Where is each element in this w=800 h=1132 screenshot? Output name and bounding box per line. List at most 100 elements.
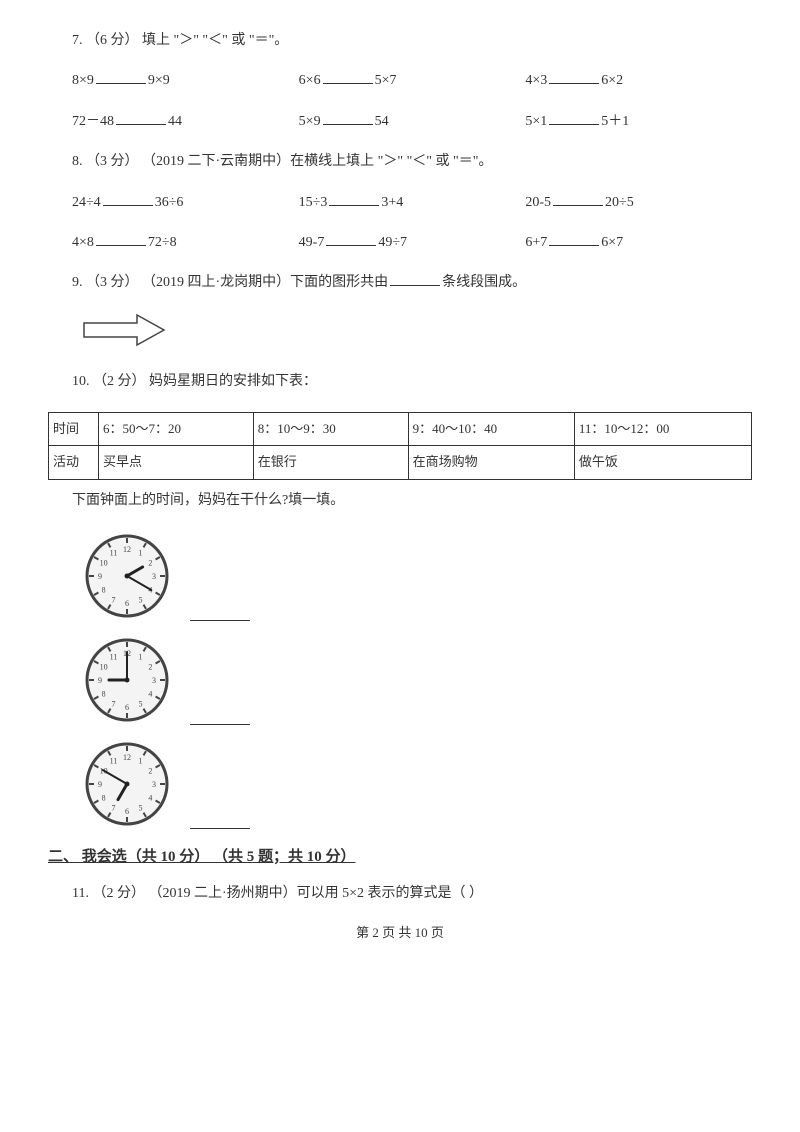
blank <box>96 70 146 84</box>
svg-text:2: 2 <box>148 766 152 775</box>
svg-text:12: 12 <box>123 545 131 554</box>
svg-text:6: 6 <box>125 807 129 816</box>
q7-r2-c: 5×9 <box>299 114 321 129</box>
q9-prompt: 9. （3 分） （2019 四上·龙岗期中）下面的图形共由 条线段围成。 <box>72 272 752 294</box>
svg-text:1: 1 <box>139 756 143 765</box>
q8-r2-f: 6×7 <box>601 235 623 250</box>
schedule-table: 时间 6：50～7：20 8：10～9：30 9：40～10：40 11：10～… <box>48 412 752 481</box>
q8-prompt: 8. （3 分） （2019 二下·云南期中）在横线上填上 "＞" "＜" 或 … <box>72 151 752 173</box>
blank <box>96 232 146 246</box>
svg-text:12: 12 <box>123 753 131 762</box>
svg-text:2: 2 <box>148 558 152 567</box>
svg-text:11: 11 <box>110 548 118 557</box>
cell: 在银行 <box>253 446 408 480</box>
q7-r2-a: 72－48 <box>72 114 114 129</box>
blank <box>326 232 376 246</box>
clock-item: 121234567891011 <box>82 739 752 829</box>
cell: 做午饭 <box>574 446 751 480</box>
q9-a: 9. （3 分） （2019 四上·龙岗期中）下面的图形共由 <box>72 275 388 290</box>
clock-item: 121234567891011 <box>82 635 752 725</box>
clock-item: 121234567891011 <box>82 531 752 621</box>
q7-r1-c: 6×6 <box>299 73 321 88</box>
q10-prompt: 10. （2 分） 妈妈星期日的安排如下表： <box>72 371 752 393</box>
blank <box>116 111 166 125</box>
q7-row2: 72－48 44 5×9 54 5×1 5＋1 <box>72 111 752 133</box>
cell: 9：40～10：40 <box>408 412 574 446</box>
svg-text:11: 11 <box>110 756 118 765</box>
svg-text:6: 6 <box>125 599 129 608</box>
svg-text:4: 4 <box>148 689 152 698</box>
svg-text:9: 9 <box>98 676 102 685</box>
blank <box>103 192 153 206</box>
blank <box>323 70 373 84</box>
svg-text:7: 7 <box>112 595 116 604</box>
arrow-icon <box>82 313 752 355</box>
svg-text:4: 4 <box>148 793 152 802</box>
q8-r1-b: 36÷6 <box>155 195 184 210</box>
q8-r1-d: 3+4 <box>381 195 403 210</box>
svg-text:8: 8 <box>102 585 106 594</box>
q8-r2-b: 72÷8 <box>148 235 177 250</box>
q10-sub: 下面钟面上的时间，妈妈在干什么?填一填。 <box>72 490 752 512</box>
svg-text:9: 9 <box>98 572 102 581</box>
svg-text:11: 11 <box>110 652 118 661</box>
table-row: 活动 买早点 在银行 在商场购物 做午饭 <box>49 446 752 480</box>
blank <box>549 111 599 125</box>
blank <box>190 711 250 725</box>
svg-text:2: 2 <box>148 662 152 671</box>
cell: 11：10～12：00 <box>574 412 751 446</box>
q11-prompt: 11. （2 分） （2019 二上·扬州期中）可以用 5×2 表示的算式是（ … <box>72 883 752 905</box>
q8-r1-a: 24÷4 <box>72 195 101 210</box>
cell: 买早点 <box>99 446 254 480</box>
q9-b: 条线段围成。 <box>442 275 526 290</box>
blank <box>553 192 603 206</box>
blank <box>549 70 599 84</box>
q7-prompt: 7. （6 分） 填上 "＞" "＜" 或 "＝"。 <box>72 30 752 52</box>
q7-r1-a: 8×9 <box>72 73 94 88</box>
svg-text:3: 3 <box>152 572 156 581</box>
svg-text:8: 8 <box>102 689 106 698</box>
q8-row1: 24÷4 36÷6 15÷3 3+4 20-5 20÷5 <box>72 192 752 214</box>
svg-text:6: 6 <box>125 703 129 712</box>
svg-text:1: 1 <box>139 548 143 557</box>
svg-text:5: 5 <box>139 595 143 604</box>
page-footer: 第 2 页 共 10 页 <box>48 923 752 944</box>
q8-r2-d: 49÷7 <box>378 235 407 250</box>
blank <box>329 192 379 206</box>
svg-text:10: 10 <box>100 558 108 567</box>
q7-r1-b: 9×9 <box>148 73 170 88</box>
cell: 在商场购物 <box>408 446 574 480</box>
section-2-heading: 二、 我会选（共 10 分） （共 5 题；共 10 分） <box>48 845 752 869</box>
q8-r1-f: 20÷5 <box>605 195 634 210</box>
svg-text:1: 1 <box>139 652 143 661</box>
svg-text:10: 10 <box>100 662 108 671</box>
q8-row2: 4×8 72÷8 49-7 49÷7 6+7 6×7 <box>72 232 752 254</box>
blank <box>323 111 373 125</box>
blank <box>390 272 440 286</box>
table-row: 时间 6：50～7：20 8：10～9：30 9：40～10：40 11：10～… <box>49 412 752 446</box>
q7-row1: 8×99×9 6×65×7 4×36×2 <box>72 70 752 92</box>
svg-text:8: 8 <box>102 793 106 802</box>
svg-text:3: 3 <box>152 676 156 685</box>
q8-r2-e: 6+7 <box>525 235 547 250</box>
q7-r1-f: 6×2 <box>601 73 623 88</box>
cell: 活动 <box>49 446 99 480</box>
q7-r2-f: 5＋1 <box>601 114 629 129</box>
blank <box>190 607 250 621</box>
q8-r2-a: 4×8 <box>72 235 94 250</box>
q8-r1-c: 15÷3 <box>299 195 328 210</box>
blank <box>549 232 599 246</box>
svg-text:5: 5 <box>139 699 143 708</box>
q7-r2-e: 5×1 <box>525 114 547 129</box>
q7-r2-d: 54 <box>375 114 389 129</box>
svg-text:7: 7 <box>112 699 116 708</box>
q7-r1-d: 5×7 <box>375 73 397 88</box>
q7-r2-b: 44 <box>168 114 182 129</box>
svg-text:9: 9 <box>98 780 102 789</box>
svg-text:3: 3 <box>152 780 156 789</box>
cell: 6：50～7：20 <box>99 412 254 446</box>
q8-r1-e: 20-5 <box>525 195 551 210</box>
q8-r2-c: 49-7 <box>299 235 325 250</box>
cell: 8：10～9：30 <box>253 412 408 446</box>
svg-text:5: 5 <box>139 803 143 812</box>
